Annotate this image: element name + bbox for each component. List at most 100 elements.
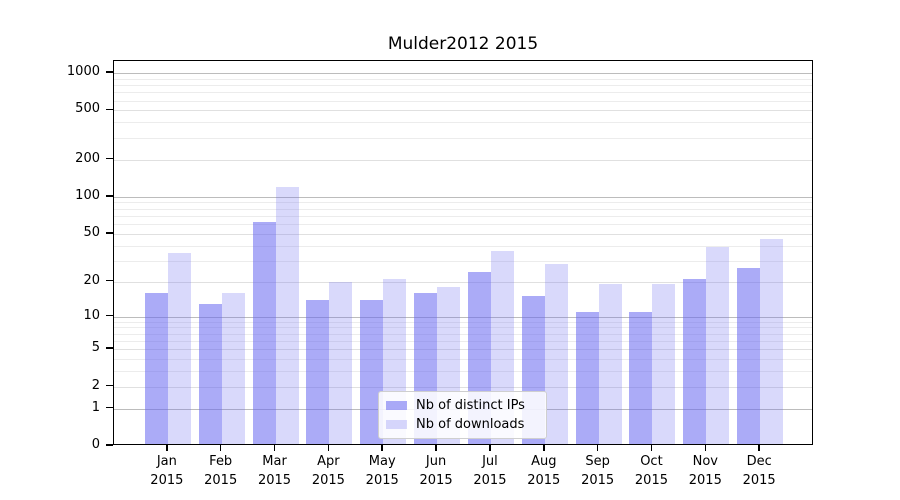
x-tick-oct <box>650 445 653 451</box>
y-tick-100 <box>106 195 113 197</box>
x-tick-apr <box>327 445 330 451</box>
y-tick-label-200: 200 <box>75 150 100 166</box>
bar-downloads-sep <box>598 284 622 445</box>
plot-area <box>113 60 813 445</box>
gridline-minor-80 <box>114 208 812 210</box>
gridline-2 <box>114 386 812 388</box>
bar-downloads-mar <box>275 187 299 445</box>
x-tick-label-jun: Jun 2015 <box>419 454 453 488</box>
gridline-100 <box>114 196 812 198</box>
x-tick-label-may: May 2015 <box>365 454 399 488</box>
y-tick-500 <box>106 108 113 111</box>
gridline-minor-700 <box>114 92 812 94</box>
gridline-minor-300 <box>114 137 812 139</box>
bar-distinct-ips-feb <box>198 303 222 445</box>
x-tick-jul <box>489 445 491 451</box>
x-tick-dec <box>758 445 760 451</box>
x-tick-sep <box>596 445 599 451</box>
y-tick-label-10: 10 <box>83 307 100 323</box>
gridline-5 <box>114 349 812 351</box>
gridline-minor-6 <box>114 340 812 342</box>
x-tick-may <box>381 445 384 451</box>
legend-item-distinct-ips: Nb of distinct IPs <box>386 396 539 415</box>
y-tick-2 <box>106 384 113 387</box>
gridline-minor-60 <box>114 224 812 226</box>
gridline-minor-8 <box>114 327 812 329</box>
gridline-minor-400 <box>114 122 812 124</box>
bar-distinct-ips-dec <box>737 268 761 445</box>
bar-distinct-ips-jan <box>144 293 168 445</box>
y-tick-label-2: 2 <box>91 377 100 393</box>
y-tick-50 <box>106 231 113 234</box>
gridline-50 <box>114 233 812 235</box>
x-tick-jan <box>166 445 168 451</box>
y-tick-10 <box>106 314 113 317</box>
bar-distinct-ips-may <box>360 299 384 445</box>
y-tick-label-1: 1 <box>91 399 100 415</box>
legend-swatch-distinct-ips <box>386 401 407 410</box>
gridline-500 <box>114 110 812 112</box>
y-tick-label-5: 5 <box>91 340 100 356</box>
gridline-minor-3 <box>114 371 812 373</box>
y-tick-1 <box>106 406 113 409</box>
legend: Nb of distinct IPs Nb of downloads <box>378 391 547 439</box>
x-tick-label-mar: Mar 2015 <box>257 454 292 488</box>
y-tick-label-50: 50 <box>83 224 100 240</box>
gridline-minor-900 <box>114 78 812 80</box>
bar-downloads-oct <box>652 284 676 445</box>
bar-distinct-ips-mar <box>252 222 276 445</box>
bar-downloads-dec <box>760 239 784 445</box>
gridline-200 <box>114 159 812 161</box>
gridline-10 <box>114 316 812 318</box>
bar-distinct-ips-nov <box>683 279 707 445</box>
legend-label-downloads: Nb of downloads <box>416 417 525 432</box>
y-tick-label-1000: 1000 <box>66 64 100 79</box>
legend-label-distinct-ips: Nb of distinct IPs <box>416 398 525 413</box>
x-tick-label-apr: Apr 2015 <box>311 454 345 488</box>
gridline-minor-600 <box>114 100 812 102</box>
legend-swatch-downloads <box>386 420 407 429</box>
y-tick-200 <box>106 157 113 160</box>
x-tick-feb <box>219 445 222 451</box>
x-tick-label-feb: Feb 2015 <box>204 454 238 488</box>
x-tick-nov <box>704 445 707 451</box>
y-tick-5 <box>106 347 113 350</box>
bar-distinct-ips-sep <box>575 311 599 445</box>
x-tick-jun <box>435 445 437 451</box>
bar-distinct-ips-apr <box>306 299 330 445</box>
y-tick-1000 <box>106 71 113 73</box>
x-tick-label-jul: Jul 2015 <box>473 454 507 488</box>
gridline-minor-800 <box>114 85 812 87</box>
gridline-minor-30 <box>114 260 812 262</box>
gridline-minor-40 <box>114 245 812 247</box>
x-tick-label-sep: Sep 2015 <box>581 454 615 488</box>
bar-distinct-ips-oct <box>629 311 653 445</box>
gridline-minor-4 <box>114 359 812 361</box>
x-tick-label-dec: Dec 2015 <box>742 454 776 488</box>
y-tick-20 <box>106 279 113 282</box>
gridline-1000 <box>114 73 812 74</box>
bar-downloads-aug <box>544 264 568 445</box>
bar-downloads-nov <box>706 246 730 445</box>
x-tick-label-jan: Jan 2015 <box>150 454 184 488</box>
gridline-minor-90 <box>114 202 812 204</box>
y-tick-label-500: 500 <box>75 101 100 117</box>
y-tick-label-20: 20 <box>83 272 100 288</box>
y-tick-0 <box>106 444 113 446</box>
x-tick-mar <box>273 445 276 451</box>
gridline-20 <box>114 281 812 283</box>
chart-title: Mulder2012 2015 <box>387 34 539 54</box>
x-tick-label-nov: Nov 2015 <box>688 454 722 488</box>
gridline-minor-9 <box>114 321 812 323</box>
x-tick-label-oct: Oct 2015 <box>634 454 668 488</box>
bar-downloads-jan <box>167 252 191 445</box>
y-tick-label-100: 100 <box>75 187 100 203</box>
gridline-minor-70 <box>114 215 812 217</box>
gridline-minor-7 <box>114 333 812 335</box>
bar-downloads-apr <box>329 281 353 445</box>
x-tick-label-aug: Aug 2015 <box>527 454 561 488</box>
legend-item-downloads: Nb of downloads <box>386 415 539 434</box>
x-tick-aug <box>542 445 545 451</box>
bar-downloads-feb <box>221 293 245 445</box>
